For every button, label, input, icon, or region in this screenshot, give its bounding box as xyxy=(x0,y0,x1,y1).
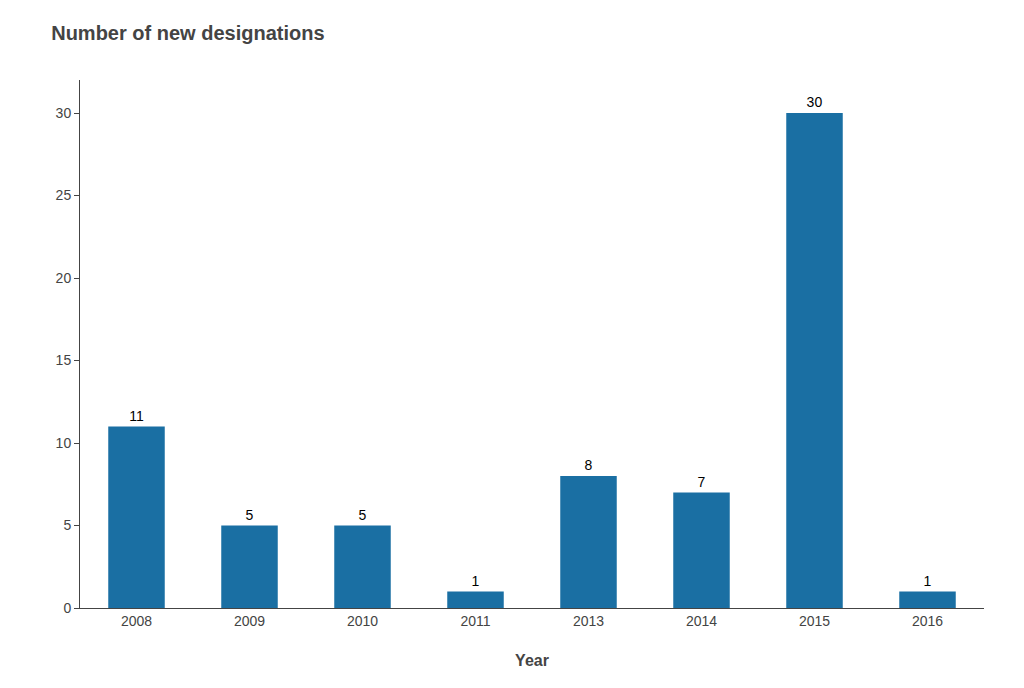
svg-text:8: 8 xyxy=(585,457,593,473)
svg-text:2009: 2009 xyxy=(234,613,265,629)
svg-text:2016: 2016 xyxy=(912,613,943,629)
svg-text:2013: 2013 xyxy=(573,613,604,629)
svg-text:15: 15 xyxy=(56,352,72,368)
svg-text:2010: 2010 xyxy=(347,613,378,629)
svg-text:2011: 2011 xyxy=(460,613,490,629)
svg-text:Number of new designations: Number of new designations xyxy=(51,22,324,44)
svg-text:2008: 2008 xyxy=(121,613,152,629)
svg-text:2014: 2014 xyxy=(686,613,717,629)
svg-text:5: 5 xyxy=(246,507,254,523)
svg-text:2015: 2015 xyxy=(799,613,830,629)
svg-text:1: 1 xyxy=(472,573,480,589)
svg-text:0: 0 xyxy=(63,600,71,616)
svg-text:20: 20 xyxy=(56,270,72,286)
svg-text:30: 30 xyxy=(56,105,72,121)
svg-text:1: 1 xyxy=(924,573,932,589)
svg-text:Year: Year xyxy=(515,652,549,669)
svg-text:10: 10 xyxy=(56,435,72,451)
svg-text:5: 5 xyxy=(359,507,367,523)
svg-text:5: 5 xyxy=(63,517,71,533)
svg-text:7: 7 xyxy=(698,474,706,490)
svg-text:25: 25 xyxy=(56,187,72,203)
svg-text:30: 30 xyxy=(807,94,823,110)
svg-text:11: 11 xyxy=(129,408,144,424)
